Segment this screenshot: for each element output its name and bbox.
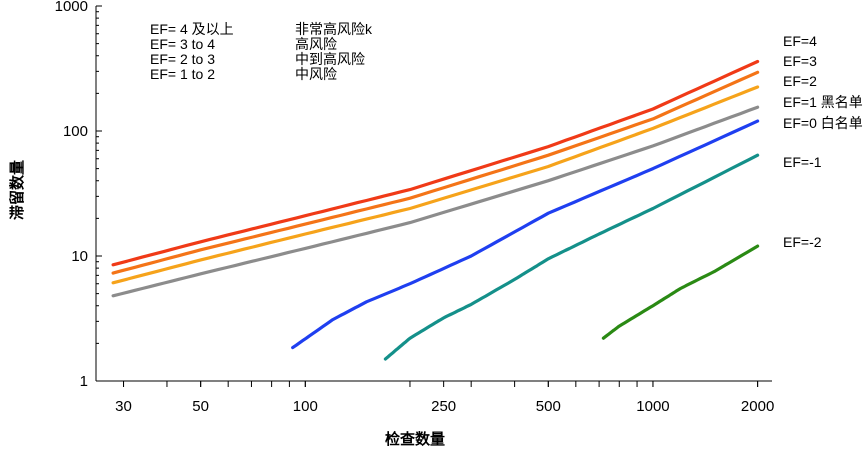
- x-axis-title: 检查数量: [385, 430, 445, 448]
- y-axis-title: 滞留数量: [8, 160, 26, 220]
- x-tick-label: 30: [115, 398, 132, 415]
- x-tick-label: 50: [192, 398, 209, 415]
- legend-ef-text: EF= 2 to 3: [150, 51, 215, 67]
- series-labels: EF=4 EF=3 EF=2 EF=1 黑名单 EF=0 白名单 EF=-1 EF=-2: [783, 33, 863, 250]
- series-line: [111, 70, 760, 275]
- series-layer: [111, 59, 760, 361]
- legend-ef-text: EF= 1 to 2: [150, 66, 215, 82]
- x-tick-label: 100: [293, 398, 318, 415]
- series-line: [111, 85, 760, 285]
- legend-risk-text: 中到高风险: [295, 51, 365, 67]
- legend-risk-text: 非常高风险k: [295, 21, 373, 37]
- x-tick-label: 500: [536, 398, 561, 415]
- series-label: EF=2: [783, 73, 817, 89]
- axes: 1 10 100 1000 30 50 100 250 500 1000 2000: [55, 0, 775, 415]
- series-line: [601, 244, 760, 340]
- legend-risk-text: 中风险: [295, 66, 337, 82]
- x-tick-label: 250: [431, 398, 456, 415]
- series-label: EF=3: [783, 53, 817, 69]
- legend-risk-text: 高风险: [295, 36, 337, 52]
- series-label: EF=1 黑名单: [783, 94, 863, 110]
- series-label: EF=4: [783, 33, 817, 49]
- legend-ef-text: EF= 3 to 4: [150, 36, 215, 52]
- series-line: [111, 59, 760, 267]
- y-tick-label: 10: [71, 248, 88, 265]
- y-tick-label: 100: [63, 123, 88, 140]
- series-label: EF=0 白名单: [783, 115, 863, 131]
- series-line: [383, 153, 760, 361]
- y-tick-label: 1000: [55, 0, 88, 15]
- x-tick-label: 1000: [636, 398, 669, 415]
- series-line: [291, 119, 760, 350]
- y-tick-label: 1: [80, 373, 88, 390]
- legend-ef-text: EF= 4 及以上: [150, 21, 234, 37]
- legend: EF= 4 及以上 非常高风险k EF= 3 to 4 高风险 EF= 2 to 3 中到…: [150, 21, 373, 82]
- series-label: EF=-1: [783, 154, 822, 170]
- series-label: EF=-2: [783, 234, 822, 250]
- series-line: [111, 105, 760, 298]
- x-tick-label: 2000: [741, 398, 774, 415]
